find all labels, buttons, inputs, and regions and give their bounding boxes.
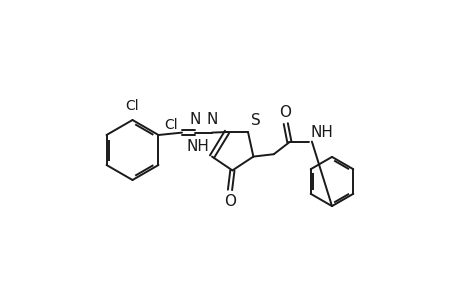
Text: N: N	[206, 112, 217, 127]
Text: NH: NH	[186, 139, 209, 154]
Text: O: O	[224, 194, 235, 209]
Text: NH: NH	[309, 125, 332, 140]
Text: O: O	[279, 105, 291, 120]
Text: S: S	[251, 113, 260, 128]
Text: Cl: Cl	[163, 118, 177, 132]
Text: Cl: Cl	[125, 99, 139, 113]
Text: N: N	[189, 112, 201, 127]
